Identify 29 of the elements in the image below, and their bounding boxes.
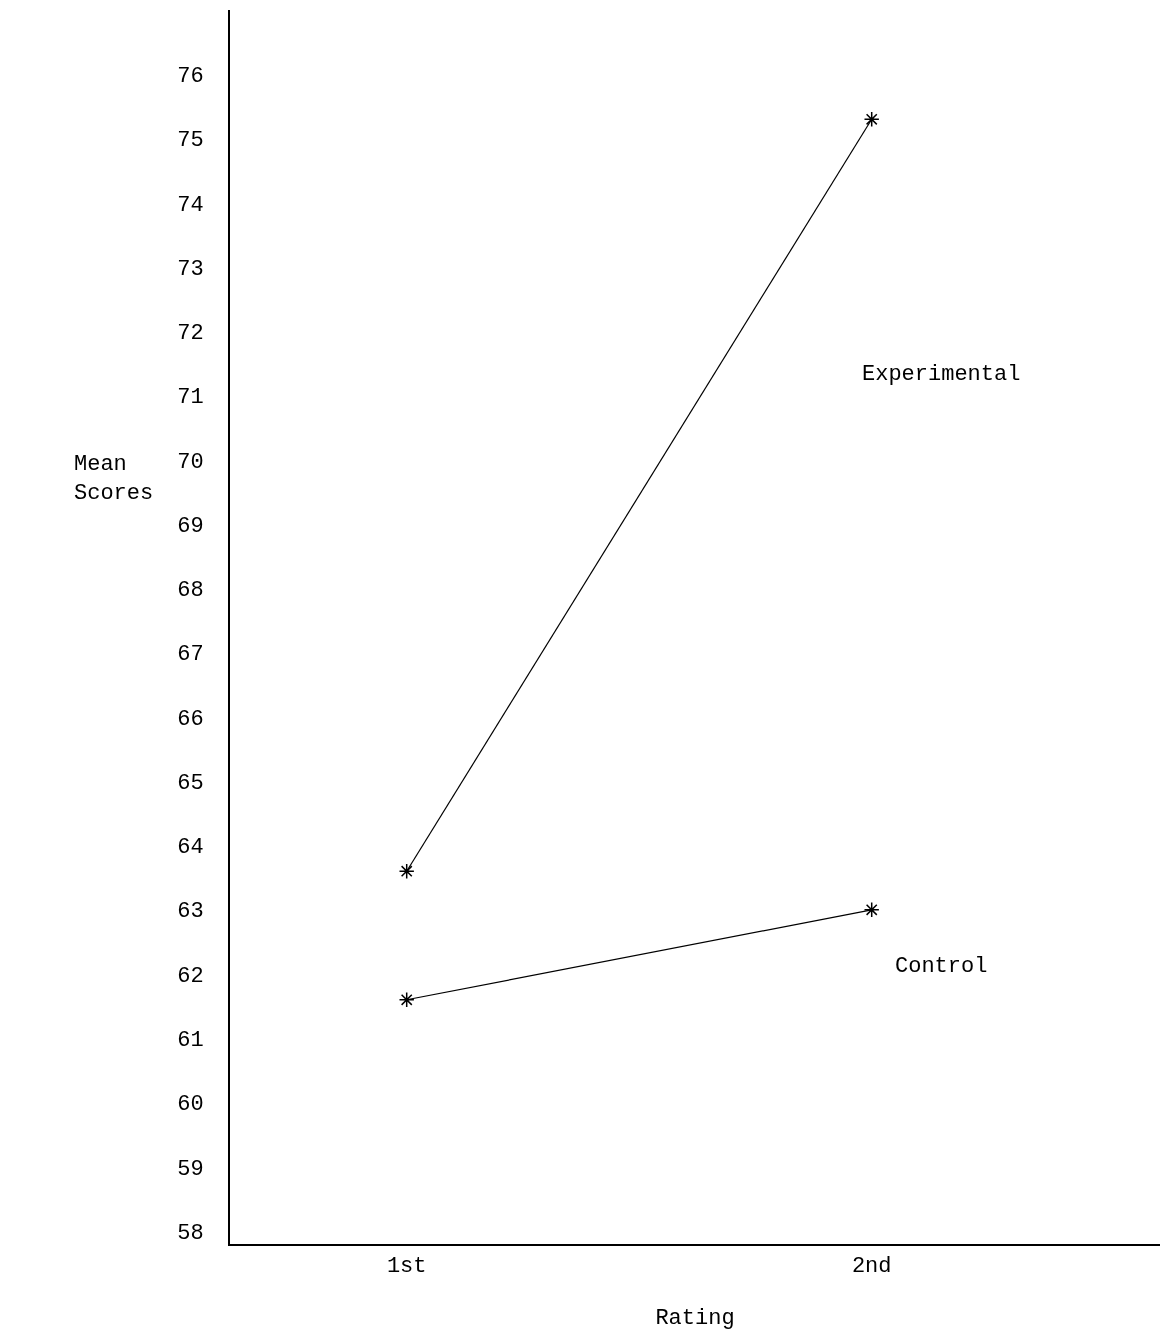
point <box>863 111 880 128</box>
y-tick-label: 59 <box>177 1156 204 1182</box>
y-tick-label: 67 <box>177 642 204 668</box>
y-tick-label: 65 <box>177 770 204 796</box>
x-axis-title: Rating <box>655 1305 735 1331</box>
y-tick-label: 76 <box>177 63 204 89</box>
y-tick-label: 63 <box>177 899 204 925</box>
series-label: Control <box>895 954 988 979</box>
y-tick-label: 75 <box>177 128 204 154</box>
y-tick-label: 71 <box>177 385 204 411</box>
y-tick-label: 61 <box>177 1028 204 1054</box>
y-axis-title: Mean Scores <box>74 452 154 506</box>
x-tick-label: 1st <box>386 1254 427 1280</box>
y-tick-label: 74 <box>177 192 204 218</box>
y-tick-label: 62 <box>177 963 204 989</box>
y-tick-label: 68 <box>177 578 204 604</box>
point <box>398 991 415 1008</box>
y-tick-label: 72 <box>177 321 204 347</box>
y-tick-label: 69 <box>177 513 204 539</box>
y-tick-label: 73 <box>177 256 204 282</box>
point <box>398 863 415 880</box>
y-tick-label: 64 <box>177 835 204 861</box>
x-tick-label: 2nd <box>851 1254 892 1280</box>
y-tick-label: 66 <box>177 706 204 732</box>
text: Experimental <box>862 362 1021 387</box>
point <box>863 901 880 918</box>
y-tick-label: 70 <box>177 449 204 475</box>
y-tick-label: 58 <box>177 1220 204 1246</box>
y-tick-label: 60 <box>177 1092 204 1118</box>
